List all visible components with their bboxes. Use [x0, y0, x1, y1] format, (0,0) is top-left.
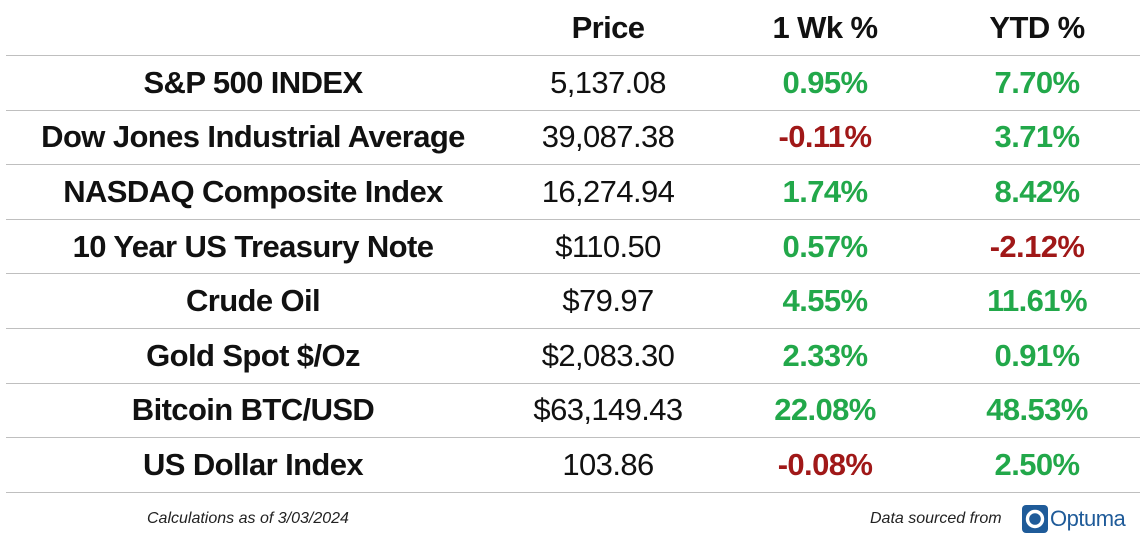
- row-name: S&P 500 INDEX: [143, 64, 363, 100]
- header-ytd-change: YTD %: [989, 9, 1085, 45]
- row-name: Bitcoin BTC/USD: [131, 392, 375, 428]
- row-name: Gold Spot $/Oz: [146, 337, 360, 373]
- market-summary-table: Price 1 Wk % YTD % S&P 500 INDEX 5,137.08…: [6, 0, 1140, 493]
- table-row: Bitcoin BTC/USD $63,149.43 22.08% 48.53%: [6, 384, 1140, 439]
- table-row: US Dollar Index 103.86 -0.08% 2.50%: [6, 438, 1140, 493]
- row-ytd-change: -2.12%: [989, 228, 1085, 264]
- optuma-logo-icon: [1022, 505, 1048, 533]
- row-week-change: 4.55%: [782, 283, 869, 319]
- row-ytd-change: 2.50%: [994, 446, 1081, 482]
- table-row: NASDAQ Composite Index 16,274.94 1.74% 8.42…: [6, 165, 1140, 220]
- row-week-change: -0.08%: [777, 446, 873, 482]
- calculation-date-note: Calculations as of 3/03/2024: [147, 510, 349, 527]
- row-week-change: -0.11%: [778, 119, 873, 155]
- row-ytd-change: 48.53%: [986, 392, 1088, 428]
- row-week-change: 1.74%: [782, 173, 869, 209]
- row-ytd-change: 0.91%: [994, 337, 1081, 373]
- row-name: Crude Oil: [185, 283, 321, 319]
- row-ytd-change: 8.42%: [994, 173, 1081, 209]
- table-row: 10 Year US Treasury Note $110.50 0.57% -2.1…: [6, 220, 1140, 275]
- optuma-logo: Optuma: [1022, 504, 1126, 534]
- row-price: 103.86: [562, 446, 654, 482]
- table-row: Gold Spot $/Oz $2,083.30 2.33% 0.91%: [6, 329, 1140, 384]
- row-week-change: 0.95%: [782, 64, 869, 100]
- header-week-change: 1 Wk %: [772, 9, 879, 45]
- row-week-change: 2.33%: [782, 337, 869, 373]
- row-name: US Dollar Index: [142, 446, 364, 482]
- row-name: NASDAQ Composite Index: [63, 173, 443, 209]
- row-price: $63,149.43: [533, 392, 683, 428]
- row-ytd-change: 7.70%: [994, 64, 1081, 100]
- table-body: S&P 500 INDEX 5,137.08 0.95% 7.70% Dow Jones…: [6, 56, 1140, 493]
- row-name: Dow Jones Industrial Average: [41, 119, 465, 155]
- row-week-change: 22.08%: [774, 392, 876, 428]
- data-source-note: Data sourced from: [870, 510, 1002, 527]
- row-name: 10 Year US Treasury Note: [72, 228, 434, 264]
- table-row: S&P 500 INDEX 5,137.08 0.95% 7.70%: [6, 56, 1140, 111]
- row-price: $110.50: [555, 228, 661, 264]
- row-week-change: 0.57%: [782, 228, 869, 264]
- row-ytd-change: 3.71%: [994, 119, 1081, 155]
- header-price: Price: [571, 9, 645, 45]
- row-price: 5,137.08: [550, 64, 666, 100]
- row-ytd-change: 11.61%: [987, 283, 1087, 319]
- table-row: Crude Oil $79.97 4.55% 11.61%: [6, 274, 1140, 329]
- optuma-logo-text: Optuma: [1050, 506, 1126, 531]
- row-price: $2,083.30: [541, 337, 675, 373]
- row-price: 39,087.38: [541, 119, 675, 155]
- row-price: $79.97: [562, 283, 654, 319]
- table-row: Dow Jones Industrial Average 39,087.38 -0.…: [6, 111, 1140, 166]
- table-header-row: Price 1 Wk % YTD %: [6, 0, 1140, 56]
- row-price: 16,274.94: [541, 173, 675, 209]
